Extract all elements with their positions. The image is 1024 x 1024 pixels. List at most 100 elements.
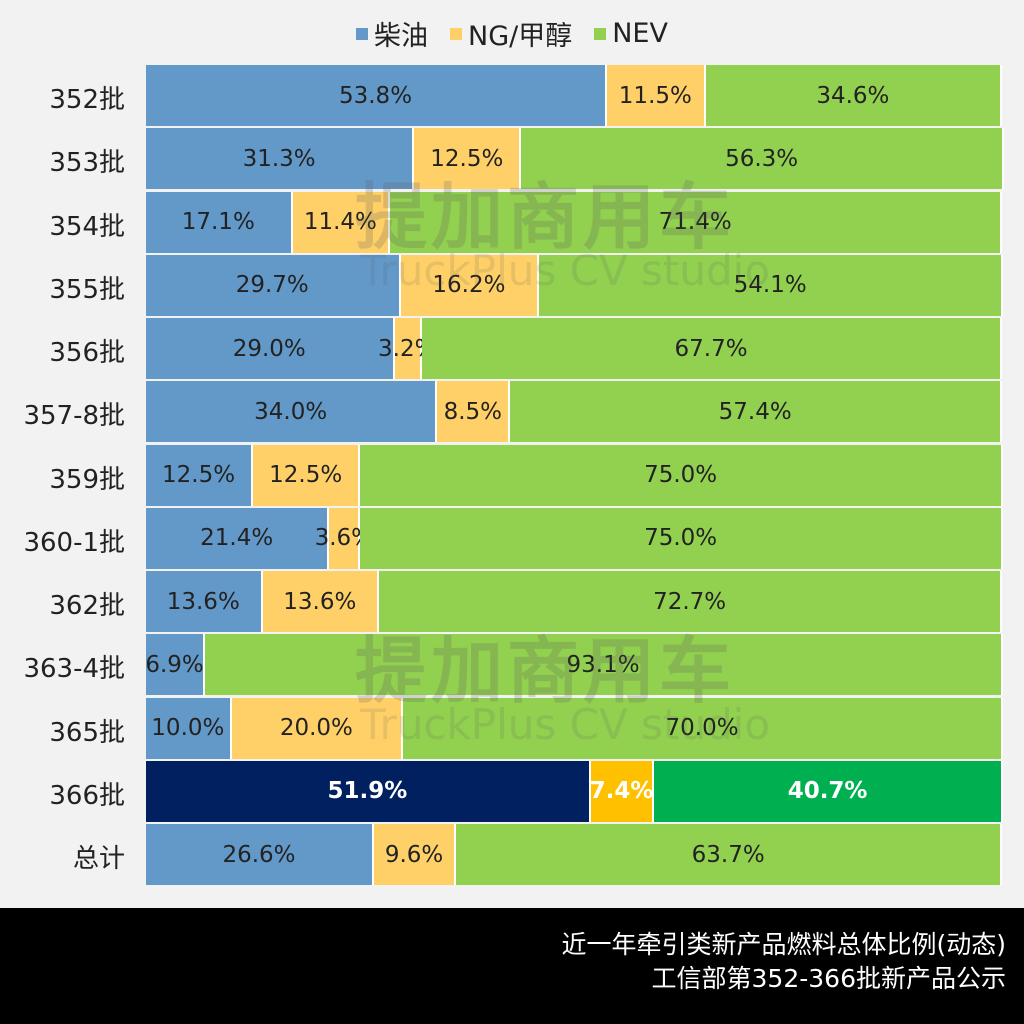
data-label: 67.7% bbox=[674, 335, 748, 362]
data-label: 17.1% bbox=[181, 209, 255, 235]
bar-segment: 17.1% bbox=[146, 191, 293, 253]
category-label: 352批 bbox=[49, 85, 125, 115]
data-label: 11.5% bbox=[618, 82, 692, 109]
legend-label: 柴油 bbox=[374, 21, 429, 52]
bar-segment: 75.0% bbox=[360, 507, 1003, 569]
footer-source: 工信部第352-366批新产品公示 bbox=[651, 964, 1006, 993]
data-label: 26.6% bbox=[222, 841, 296, 868]
data-label: 12.5% bbox=[162, 462, 236, 488]
data-label: 93.1% bbox=[566, 651, 640, 678]
category-label: 365批 bbox=[49, 717, 125, 748]
bar-segment: 3.2% bbox=[378, 318, 436, 379]
data-label: 29.0% bbox=[232, 335, 306, 362]
category-label: 355批 bbox=[49, 274, 125, 305]
legend-label: NG/甲醇 bbox=[468, 21, 573, 52]
data-label: 63.7% bbox=[691, 841, 765, 868]
bar-segment: 12.5% bbox=[146, 444, 254, 506]
data-label: 75.0% bbox=[644, 462, 718, 488]
footer: 近一年牵引类新产品燃料总体比例(动态) 工信部第352-366批新产品公示 bbox=[0, 908, 1024, 1024]
legend-item: NEV bbox=[594, 14, 668, 53]
data-label: 53.8% bbox=[338, 82, 413, 109]
bar-segment: 72.7% bbox=[379, 571, 1003, 632]
bar-segment: 8.5% bbox=[437, 381, 511, 443]
data-label: 16.2% bbox=[432, 272, 506, 299]
category-label: 353批 bbox=[49, 148, 125, 179]
bar-segment: 6.9% bbox=[145, 634, 206, 696]
data-label: 12.5% bbox=[269, 462, 343, 488]
bar-segment: 10.0% bbox=[146, 697, 232, 759]
legend: 柴油 NG/甲醇 NEV bbox=[0, 14, 1024, 53]
legend-label: NEV bbox=[612, 18, 668, 49]
bar-segment: 12.5% bbox=[414, 128, 522, 190]
bar-segment: 31.3% bbox=[146, 128, 415, 190]
data-label: 34.0% bbox=[254, 398, 328, 425]
category-label: 354批 bbox=[49, 211, 125, 242]
category-label: 总计 bbox=[72, 844, 125, 874]
data-label: 10.0% bbox=[151, 715, 225, 741]
category-label: 359批 bbox=[49, 464, 125, 495]
bar-segment: 21.4% bbox=[146, 507, 330, 569]
category-label: 363-4批 bbox=[23, 654, 125, 685]
data-label: 31.3% bbox=[242, 145, 316, 172]
bar-segment: 34.6% bbox=[705, 65, 1003, 126]
footer-title: 近一年牵引类新产品燃料总体比例(动态) bbox=[561, 930, 1006, 959]
bar-segment: 29.7% bbox=[146, 254, 401, 316]
legend-item: NG/甲醇 bbox=[450, 14, 572, 53]
bar-segment: 54.1% bbox=[539, 254, 1003, 316]
bar-segment: 11.4% bbox=[292, 191, 391, 253]
bar-segment: 3.6% bbox=[315, 507, 373, 569]
data-label: 57.4% bbox=[718, 398, 792, 425]
bar-segment: 71.4% bbox=[390, 191, 1003, 253]
data-label: 40.7% bbox=[787, 778, 868, 805]
category-label: 356批 bbox=[49, 338, 125, 368]
bar-segment: 67.7% bbox=[421, 318, 1003, 379]
data-label: 75.0% bbox=[644, 525, 718, 552]
data-label: 34.6% bbox=[816, 82, 890, 109]
bar-segment: 11.5% bbox=[607, 65, 706, 126]
bar-segment: 93.1% bbox=[205, 634, 1003, 696]
bar-segment: 51.9% bbox=[146, 760, 591, 822]
data-label: 8.5% bbox=[443, 398, 503, 425]
bar-segment: 75.0% bbox=[360, 444, 1003, 506]
data-label: 12.5% bbox=[430, 145, 504, 172]
data-label: 13.6% bbox=[166, 588, 240, 615]
data-label: 54.1% bbox=[733, 272, 807, 299]
data-label: 70.0% bbox=[665, 715, 739, 741]
bar-segment: 20.0% bbox=[231, 697, 404, 759]
legend-swatch bbox=[594, 27, 607, 40]
data-label: 20.0% bbox=[279, 715, 353, 741]
bar-segment: 53.8% bbox=[146, 65, 608, 126]
bar-segment: 56.3% bbox=[521, 128, 1004, 190]
data-label: 29.7% bbox=[235, 272, 309, 299]
data-label: 13.6% bbox=[283, 588, 357, 615]
bar-segment: 57.4% bbox=[510, 381, 1003, 443]
legend-item: 柴油 bbox=[356, 14, 428, 53]
bar-segment: 16.2% bbox=[400, 254, 540, 316]
data-label: 9.6% bbox=[384, 841, 444, 868]
category-label: 360-1批 bbox=[23, 527, 125, 558]
data-label: 11.4% bbox=[303, 209, 377, 235]
data-label: 71.4% bbox=[658, 209, 732, 235]
bar-segment: 70.0% bbox=[403, 697, 1003, 759]
bar-segment: 29.0% bbox=[146, 318, 395, 379]
data-label: 51.9% bbox=[327, 778, 408, 805]
bar-segment: 34.0% bbox=[146, 381, 438, 443]
bar-segment: 9.6% bbox=[373, 824, 457, 885]
category-label: 366批 bbox=[49, 780, 125, 811]
category-label: 357-8批 bbox=[23, 401, 125, 432]
plot-area: 53.8% 11.5% 34.6% 31.3% 12.5% 56.3% 17.1% 11.4%… bbox=[145, 65, 1004, 887]
bar-segment: 7.4% bbox=[589, 760, 655, 822]
data-label: 6.9% bbox=[145, 651, 204, 678]
bar-segment: 26.6% bbox=[146, 824, 374, 885]
bar-segment: 12.5% bbox=[253, 444, 361, 506]
bar-segment: 40.7% bbox=[654, 760, 1003, 822]
bar-segment: 13.6% bbox=[146, 571, 263, 632]
legend-swatch bbox=[356, 27, 369, 40]
legend-swatch bbox=[450, 27, 463, 40]
category-label: 362批 bbox=[49, 591, 125, 621]
data-label: 21.4% bbox=[200, 525, 274, 552]
bar-segment: 63.7% bbox=[456, 824, 1003, 885]
bar-segment: 13.6% bbox=[262, 571, 380, 632]
data-label: 7.4% bbox=[589, 778, 654, 805]
data-label: 56.3% bbox=[725, 145, 799, 172]
